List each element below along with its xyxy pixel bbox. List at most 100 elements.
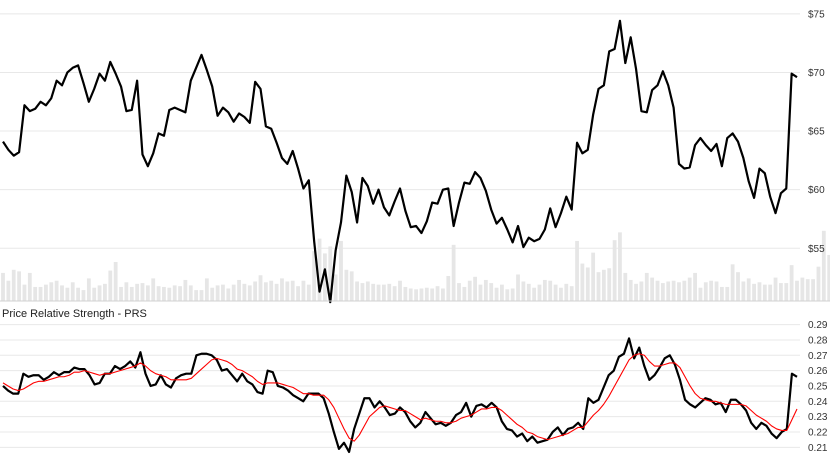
price-tick-label: $60: [808, 185, 825, 196]
volume-bar: [124, 282, 129, 301]
volume-bar: [483, 279, 488, 301]
volume-bar: [730, 264, 735, 301]
volume-bar: [526, 283, 531, 301]
volume-bar: [70, 282, 75, 301]
price-tick-label: $55: [808, 244, 825, 255]
volume-bar: [430, 288, 435, 301]
volume-bar: [129, 286, 134, 301]
indicator-tick-label: 0.24: [808, 397, 828, 408]
volume-bar: [6, 280, 11, 301]
indicator-tick-label: 0.22: [808, 427, 828, 438]
volume-bar: [559, 287, 563, 301]
volume-bar: [312, 251, 317, 301]
volume-bar: [113, 262, 118, 301]
volume-bar: [462, 286, 467, 301]
volume-bar: [210, 287, 215, 301]
indicator-tick-label: 0.23: [808, 412, 828, 423]
volume-bar: [263, 282, 268, 301]
volume-bar: [194, 290, 199, 301]
volume-bar: [821, 230, 826, 301]
volume-bar: [290, 280, 295, 301]
volume-bar: [135, 283, 140, 301]
volume-bar: [49, 282, 54, 301]
volume-bar: [537, 284, 542, 301]
indicator-gridlines: [0, 324, 800, 448]
volume-bar: [103, 283, 107, 301]
indicator-panel-title: Price Relative Strength - PRS: [2, 308, 147, 320]
volume-bar: [296, 286, 300, 301]
volume-bar: [666, 281, 671, 301]
volume-bar: [33, 286, 38, 301]
volume-bar: [280, 278, 284, 301]
volume-bar: [376, 284, 381, 301]
volume-bar: [317, 238, 322, 301]
volume-bar: [322, 253, 327, 301]
volume-bar: [564, 283, 569, 301]
volume-bar: [140, 283, 145, 301]
volume-bar: [693, 272, 697, 301]
volume-bar: [419, 288, 424, 301]
price-y-axis: $55 $60 $65 $70 $75: [808, 9, 825, 254]
volume-bar: [516, 274, 520, 301]
volume-bar: [258, 275, 263, 301]
volume-bar: [601, 269, 606, 301]
volume-bar: [86, 278, 91, 301]
volume-bar: [789, 265, 794, 301]
volume-bar: [580, 263, 585, 301]
price-tick-label: $70: [808, 68, 825, 79]
indicator-tick-label: 0.26: [808, 366, 828, 377]
volume-bar: [521, 281, 526, 301]
prs-signal-line: [2, 353, 798, 442]
volume-bar: [237, 279, 241, 301]
volume-bar: [253, 281, 258, 301]
volume-bar: [762, 284, 767, 301]
volume-bar: [156, 286, 161, 301]
volume-bar: [644, 272, 649, 301]
price-tick-label: $75: [808, 9, 825, 20]
volume-bar: [392, 286, 397, 301]
volume-bar: [151, 278, 156, 301]
price-line-group: [2, 19, 798, 304]
volume-bar: [81, 290, 86, 301]
volume-bar: [741, 281, 746, 301]
price-line: [2, 19, 798, 304]
volume-bar: [596, 272, 601, 301]
volume-bar: [441, 288, 445, 301]
volume-bar: [591, 252, 596, 301]
volume-bar: [119, 286, 123, 301]
volume-bar: [451, 244, 456, 301]
volume-bar: [355, 281, 359, 301]
volume-bar: [494, 287, 499, 301]
price-tick-label: $65: [808, 127, 825, 138]
volume-bar: [816, 266, 821, 301]
volume-bar: [27, 272, 32, 301]
volume-bar: [478, 284, 483, 301]
volume-bar: [811, 279, 815, 301]
indicator-tick-label: 0.21: [808, 443, 828, 454]
volume-bar: [408, 288, 413, 301]
volume-bar: [500, 284, 504, 301]
indicator-tick-label: 0.25: [808, 381, 828, 392]
volume-bar: [752, 283, 756, 301]
volume-bar: [457, 283, 461, 301]
volume-bar: [188, 285, 193, 301]
volume-bar: [145, 285, 150, 301]
volume-bar: [247, 285, 252, 301]
volume-bars: [1, 230, 830, 301]
volume-bar: [301, 280, 306, 301]
volume-bar: [97, 285, 102, 301]
volume-bar: [800, 277, 805, 301]
volume-bar: [403, 286, 408, 301]
volume-bar: [1, 272, 5, 301]
volume-bar: [714, 281, 719, 301]
volume-bar: [805, 279, 810, 301]
volume-bar: [108, 270, 113, 301]
volume-bar: [827, 254, 830, 301]
volume-bar: [687, 277, 692, 301]
volume-bar: [682, 280, 687, 301]
volume-bar: [489, 283, 494, 301]
volume-bar: [719, 286, 724, 301]
volume-bar: [628, 279, 633, 301]
volume-bar: [612, 240, 617, 301]
